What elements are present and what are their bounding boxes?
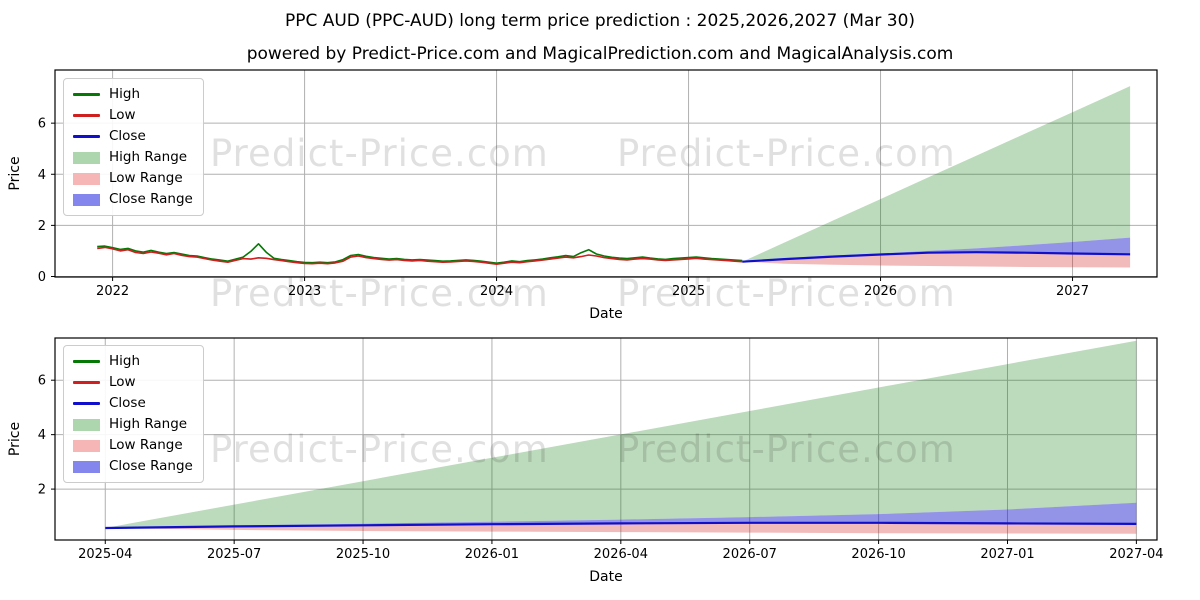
legend-item-low: Low bbox=[73, 106, 193, 125]
svg-text:2023: 2023 bbox=[288, 284, 321, 299]
legend-label: High bbox=[109, 353, 141, 369]
legend-label: Close bbox=[109, 395, 146, 411]
svg-text:6: 6 bbox=[38, 374, 46, 389]
axis-ticks: 2025-04 2025-07 2025-10 2026-01 2026-04 2026-… bbox=[38, 374, 1164, 562]
legend-label: High Range bbox=[109, 416, 188, 432]
page-title: PPC AUD (PPC-AUD) long term price predic… bbox=[284, 11, 916, 31]
high-range-swatch bbox=[73, 418, 100, 431]
legend-top-chart: High Low Close High Range Low Range Clos… bbox=[63, 78, 204, 216]
low-range-swatch bbox=[73, 439, 100, 452]
svg-text:2: 2 bbox=[38, 483, 46, 498]
high-range-band bbox=[105, 340, 1137, 528]
high-line-swatch bbox=[73, 360, 100, 363]
low-line-swatch bbox=[73, 381, 100, 384]
svg-text:2026-01: 2026-01 bbox=[465, 547, 519, 562]
chart-forecast-detail: 2025-04 2025-07 2025-10 2026-01 2026-04 2026-… bbox=[7, 337, 1164, 585]
svg-text:2025-04: 2025-04 bbox=[78, 547, 132, 562]
legend-item-low-range: Low Range bbox=[73, 169, 193, 188]
legend-item-low: Low bbox=[73, 373, 193, 392]
chart-history-and-forecast: 2022 2023 2024 2025 2026 2027 0 2 4 6 Date Price bbox=[7, 69, 1158, 322]
svg-text:2022: 2022 bbox=[96, 284, 129, 299]
legend-label: Close bbox=[109, 128, 146, 144]
legend-label: Close Range bbox=[109, 458, 193, 474]
low-line-swatch bbox=[73, 114, 100, 117]
svg-text:Price: Price bbox=[7, 156, 23, 190]
legend-bottom-chart: High Low Close High Range Low Range Clos… bbox=[63, 345, 204, 483]
legend-item-close-range: Close Range bbox=[73, 457, 193, 476]
svg-text:2026-10: 2026-10 bbox=[851, 547, 905, 562]
svg-text:2026: 2026 bbox=[864, 284, 897, 299]
svg-text:2027-01: 2027-01 bbox=[980, 547, 1034, 562]
low-range-band bbox=[742, 252, 1131, 268]
svg-text:2025-10: 2025-10 bbox=[336, 547, 390, 562]
legend-label: Close Range bbox=[109, 191, 193, 207]
svg-text:2025-07: 2025-07 bbox=[207, 547, 261, 562]
legend-item-high: High bbox=[73, 85, 193, 104]
svg-text:Date: Date bbox=[589, 306, 622, 322]
svg-text:0: 0 bbox=[38, 270, 46, 285]
legend-label: Low bbox=[109, 107, 136, 123]
svg-text:2025: 2025 bbox=[672, 284, 705, 299]
legend-label: Low Range bbox=[109, 170, 183, 186]
svg-text:2026-04: 2026-04 bbox=[594, 547, 648, 562]
legend-item-low-range: Low Range bbox=[73, 436, 193, 455]
close-line-swatch bbox=[73, 402, 100, 405]
svg-text:2: 2 bbox=[38, 219, 46, 234]
legend-label: High Range bbox=[109, 149, 188, 165]
high-line bbox=[97, 243, 743, 265]
legend-item-high: High bbox=[73, 352, 193, 371]
legend-item-high-range: High Range bbox=[73, 415, 193, 434]
high-line-swatch bbox=[73, 93, 100, 96]
close-line bbox=[105, 521, 1137, 530]
svg-text:Price: Price bbox=[7, 422, 23, 456]
svg-text:Date: Date bbox=[589, 569, 622, 585]
legend-item-close: Close bbox=[73, 394, 193, 413]
close-line bbox=[742, 251, 1131, 263]
high-range-band bbox=[742, 86, 1131, 262]
svg-text:2027: 2027 bbox=[1056, 284, 1089, 299]
legend-label: High bbox=[109, 86, 141, 102]
plot-border bbox=[54, 337, 1158, 541]
legend-item-close-range: Close Range bbox=[73, 190, 193, 209]
gridlines bbox=[55, 338, 1157, 540]
svg-text:2026-07: 2026-07 bbox=[723, 547, 777, 562]
close-range-band bbox=[105, 502, 1137, 528]
legend-item-high-range: High Range bbox=[73, 148, 193, 167]
legend-label: Low Range bbox=[109, 437, 183, 453]
svg-text:4: 4 bbox=[38, 428, 46, 443]
page-subtitle: powered by Predict-Price.com and Magical… bbox=[246, 44, 954, 64]
close-line-swatch bbox=[73, 135, 100, 138]
legend-item-close: Close bbox=[73, 127, 193, 146]
close-range-swatch bbox=[73, 460, 100, 473]
svg-text:2027-04: 2027-04 bbox=[1109, 547, 1163, 562]
svg-text:6: 6 bbox=[38, 117, 46, 132]
low-range-swatch bbox=[73, 172, 100, 185]
legend-label: Low bbox=[109, 374, 136, 390]
high-range-swatch bbox=[73, 151, 100, 164]
axis-ticks: 2022 2023 2024 2025 2026 2027 0 2 4 6 bbox=[38, 117, 1089, 299]
plot-border bbox=[54, 69, 1158, 278]
svg-text:4: 4 bbox=[38, 168, 46, 183]
low-line bbox=[97, 246, 743, 266]
close-range-swatch bbox=[73, 193, 100, 206]
svg-text:2024: 2024 bbox=[480, 284, 513, 299]
